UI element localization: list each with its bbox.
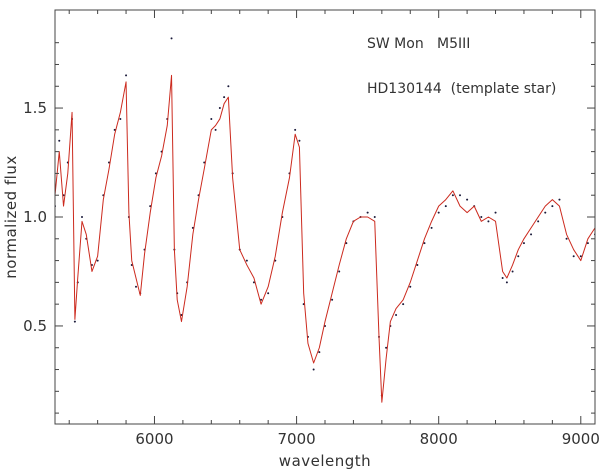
data-point [252, 281, 255, 284]
data-point [544, 211, 547, 214]
plot-area [55, 37, 595, 403]
data-point [505, 281, 508, 284]
data-point [416, 263, 419, 266]
data-point [572, 255, 575, 258]
data-point [125, 74, 128, 77]
template-spectrum-line [55, 74, 595, 403]
data-point [522, 242, 525, 245]
y-tick-label: 1.5 [23, 99, 47, 117]
data-point [395, 314, 398, 317]
data-point [218, 107, 221, 110]
data-point [586, 242, 589, 245]
data-point [96, 259, 99, 262]
data-point [444, 205, 447, 208]
data-point [501, 277, 504, 280]
data-point [558, 198, 561, 201]
data-point [537, 220, 540, 223]
y-tick-label: 1.0 [23, 208, 47, 226]
data-point [437, 211, 440, 214]
data-point [385, 346, 388, 349]
x-tick-label: 8000 [420, 430, 458, 448]
data-point [73, 320, 76, 323]
y-axis-ticks: 0.5 1.0 1.5 [23, 42, 595, 414]
data-point [451, 194, 454, 197]
data-point [294, 128, 297, 131]
data-point [551, 205, 554, 208]
data-point [338, 270, 341, 273]
data-point [245, 259, 248, 262]
data-point [135, 285, 137, 288]
data-point [530, 233, 533, 236]
annotation-template-star: HD130144 (template star) [367, 81, 556, 97]
x-axis-label: wavelength [279, 452, 371, 470]
observed-points-series [55, 37, 595, 397]
x-tick-label: 6000 [135, 430, 173, 448]
data-point [312, 368, 315, 371]
data-point [466, 198, 469, 201]
data-point [58, 139, 61, 142]
data-point [480, 216, 483, 218]
data-point [170, 37, 173, 40]
annotation-star-name: SW Mon M5III [367, 36, 470, 52]
data-point [494, 211, 497, 214]
data-point [402, 303, 405, 306]
data-point [214, 128, 217, 131]
data-point [565, 237, 568, 240]
data-point [298, 139, 301, 142]
y-tick-label: 0.5 [23, 317, 47, 335]
data-point [223, 96, 226, 99]
data-point [517, 255, 520, 258]
data-point [81, 216, 83, 218]
data-point [487, 220, 490, 223]
data-point [459, 194, 461, 197]
data-point [260, 298, 263, 301]
data-point [227, 85, 230, 88]
data-point [331, 298, 334, 301]
data-point [318, 351, 321, 354]
data-point [409, 285, 412, 288]
data-point [430, 226, 433, 229]
data-point [579, 255, 582, 258]
x-tick-label: 9000 [562, 430, 600, 448]
data-point [210, 117, 213, 120]
x-tick-label: 7000 [277, 430, 315, 448]
data-point [511, 270, 514, 273]
data-point [423, 242, 426, 245]
x-axis-ticks: 6000 7000 8000 9000 [68, 10, 600, 448]
data-point [203, 161, 206, 164]
series-layer [55, 37, 595, 403]
data-point [366, 211, 369, 214]
data-point [267, 292, 270, 295]
y-axis-label: normalized flux [2, 155, 20, 278]
data-point [373, 216, 376, 218]
data-point [119, 117, 122, 120]
data-point [345, 242, 348, 245]
